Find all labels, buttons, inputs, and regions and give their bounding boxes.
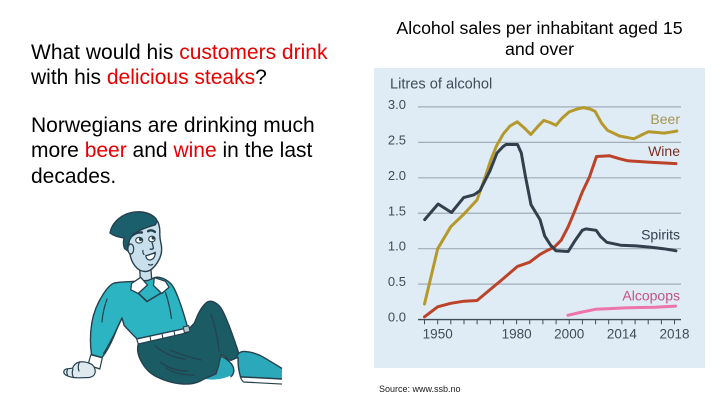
svg-text:Wine: Wine	[648, 143, 680, 159]
svg-text:Litres of alcohol: Litres of alcohol	[390, 76, 492, 92]
svg-text:Alcopops: Alcopops	[622, 288, 680, 304]
svg-text:Beer: Beer	[650, 111, 680, 127]
svg-text:2.5: 2.5	[388, 132, 406, 147]
svg-text:1980: 1980	[502, 327, 532, 342]
svg-text:2.0: 2.0	[388, 168, 406, 183]
svg-text:2014: 2014	[607, 327, 638, 342]
svg-text:3.0: 3.0	[388, 97, 406, 112]
svg-text:2000: 2000	[554, 327, 584, 342]
svg-text:1.5: 1.5	[388, 203, 406, 218]
svg-text:1.0: 1.0	[388, 239, 406, 254]
svg-text:1950: 1950	[423, 327, 453, 342]
svg-text:0.5: 0.5	[388, 274, 406, 289]
svg-text:Spirits: Spirits	[641, 227, 680, 243]
svg-text:2018: 2018	[659, 327, 689, 342]
svg-text:0.0: 0.0	[388, 310, 406, 325]
